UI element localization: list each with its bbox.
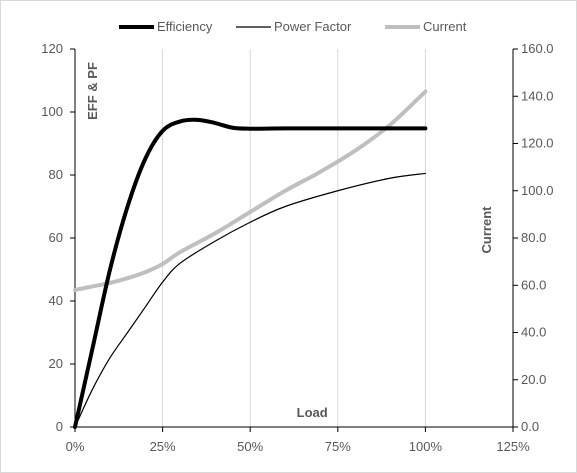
y2-tick-label: 140.0 (521, 88, 554, 103)
legend-label: Power Factor (274, 19, 352, 34)
x-tick-label: 100% (409, 439, 443, 454)
y-axis-title: EFF & PF (85, 62, 100, 120)
y2-tick-label: 0.0 (521, 419, 539, 434)
y2-tick-label: 120.0 (521, 136, 554, 151)
y-tick-label: 40 (49, 293, 63, 308)
y2-tick-label: 40.0 (521, 325, 546, 340)
x-tick-label: 125% (496, 439, 530, 454)
y2-tick-label: 80.0 (521, 230, 546, 245)
y2-axis-title: Current (479, 206, 494, 254)
y2-tick-label: 20.0 (521, 372, 546, 387)
series-line-power-factor (74, 172, 426, 428)
x-tick-label: 75% (325, 439, 351, 454)
series-line-current (73, 89, 428, 292)
y2-tick-label: 160.0 (521, 41, 554, 56)
x-axis-title: Load (297, 405, 328, 420)
y-tick-label: 100 (41, 104, 63, 119)
series-line-efficiency (73, 117, 428, 429)
y-tick-label: 20 (49, 356, 63, 371)
x-tick-label: 50% (237, 439, 263, 454)
y-tick-label: 0 (56, 419, 63, 434)
y-tick-label: 60 (49, 230, 63, 245)
y-tick-label: 120 (41, 41, 63, 56)
y2-tick-label: 100.0 (521, 183, 554, 198)
legend-label: Current (423, 19, 467, 34)
legend-label: Efficiency (157, 19, 213, 34)
y-tick-label: 80 (49, 167, 63, 182)
x-tick-label: 25% (150, 439, 176, 454)
y2-tick-label: 60.0 (521, 277, 546, 292)
x-tick-label: 0% (66, 439, 85, 454)
